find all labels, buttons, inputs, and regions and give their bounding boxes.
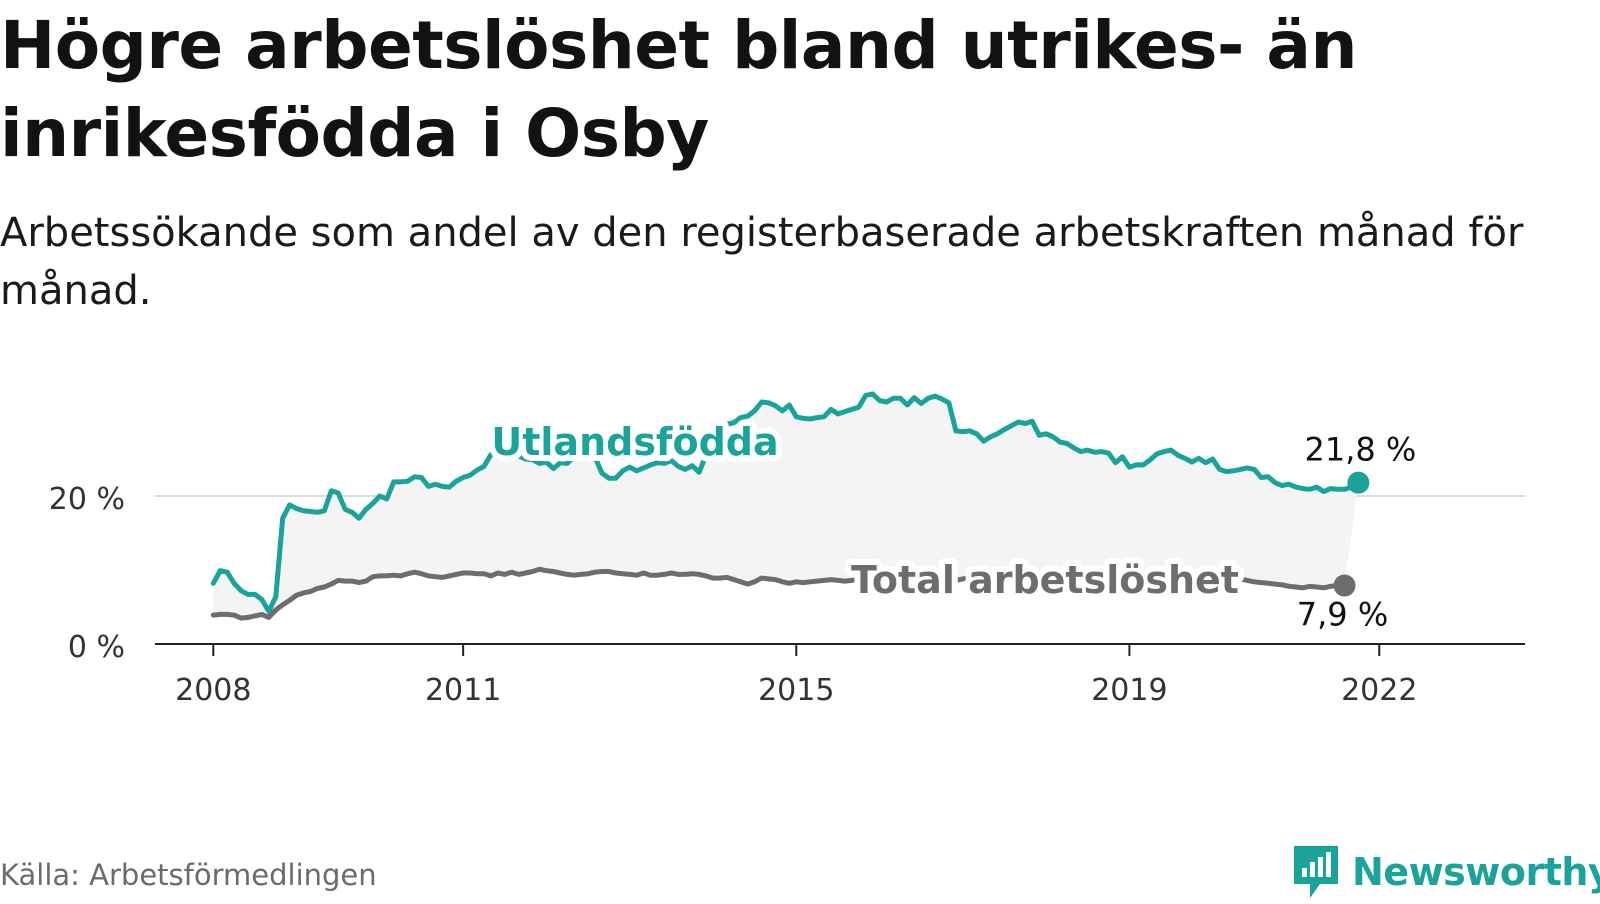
series-lines [210, 391, 1370, 621]
x-tick-label: 2015 [758, 673, 834, 708]
series-line-total [210, 566, 1347, 621]
end-value-total: 7,9 % [1297, 596, 1388, 634]
newsworthy-logo-icon [1294, 846, 1338, 898]
series-end-point [1347, 471, 1370, 494]
brand-name: Newsworthy [1352, 850, 1600, 894]
end-value-utlandsfodda: 21,8 % [1304, 431, 1416, 469]
series-end-point [1333, 574, 1356, 597]
series-line-utlandsfodda [210, 391, 1361, 614]
line-chart: 0 % 20 % 2008 2011 2015 2019 2022 Utlandsfödda… [49, 391, 1525, 708]
x-tick-label: 2022 [1341, 673, 1417, 708]
x-tick-label: 2008 [175, 673, 251, 708]
y-tick-label: 0 % [68, 630, 125, 665]
chart-subtitle: Arbetssökande som andel av den registerb… [0, 210, 1524, 314]
series-label-utlandsfodda: Utlandsfödda [491, 420, 778, 464]
axes: 0 % 20 % 2008 2011 2015 2019 2022 [49, 482, 1525, 708]
chart-title: Högre arbetslöshet bland utrikes- än inr… [0, 7, 1357, 172]
x-tick-label: 2019 [1091, 673, 1167, 708]
series-label-total: Total arbetslöshet [851, 558, 1239, 602]
y-tick-label: 20 % [49, 482, 125, 517]
source-note: Källa: Arbetsförmedlingen [0, 858, 377, 892]
labels: Utlandsfödda Total arbetslöshet 21,8 % 7,9 … [485, 414, 1416, 634]
x-tick-label: 2011 [425, 673, 501, 708]
brand-logo[interactable]: Newsworthy [1290, 840, 1600, 904]
